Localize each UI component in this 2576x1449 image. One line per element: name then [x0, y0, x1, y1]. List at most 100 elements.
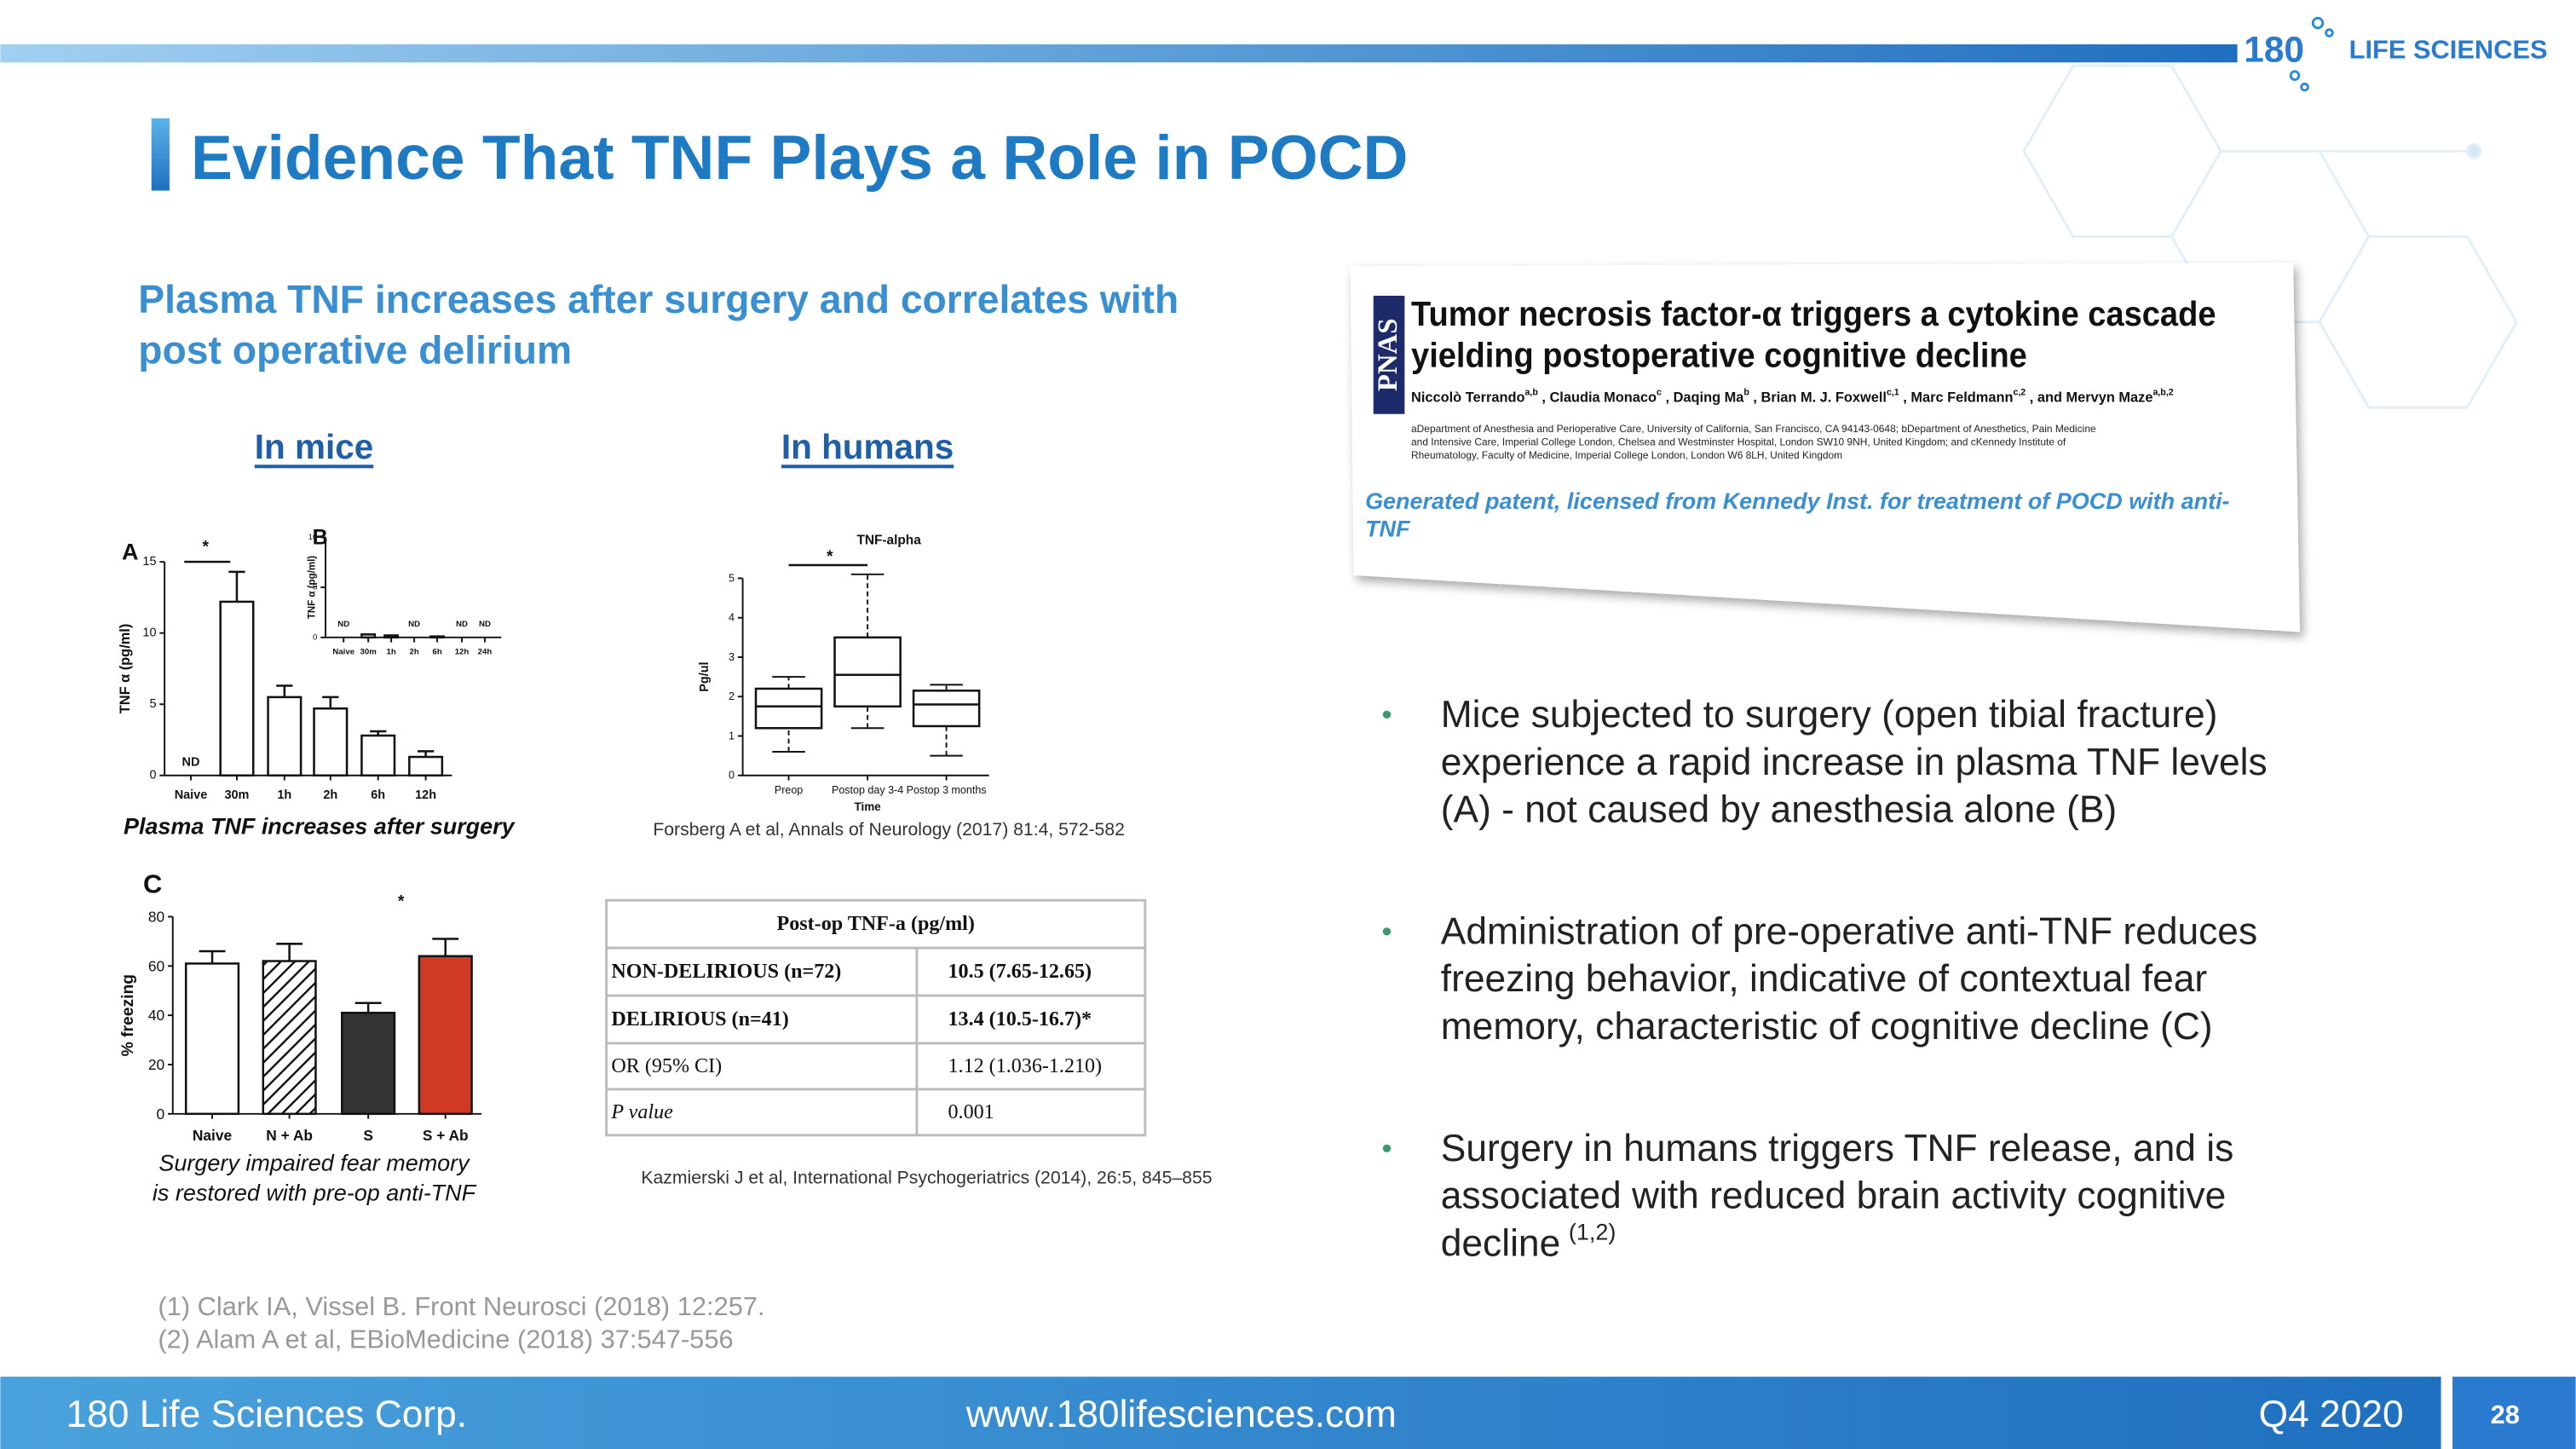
bar — [219, 600, 255, 777]
bar — [341, 1012, 396, 1116]
bullet-text: freezing behavior, indicative of context… — [1441, 958, 2208, 1000]
bullet-text: Administration of pre-operative anti-TNF… — [1441, 910, 2257, 952]
bullet-text: experience a rapid increase in plasma TN… — [1441, 742, 2268, 783]
bullet-text: decline — [1441, 1223, 1560, 1265]
y-axis-label: TNF α (pg/ml) — [308, 556, 318, 620]
slide-title: Evidence That TNF Plays a Role in POCD — [191, 123, 1408, 193]
caption: Plasma TNF increases after surgery — [124, 814, 516, 840]
bullet-dot: • — [1381, 915, 1392, 948]
y-tick-label: 2 — [729, 690, 735, 702]
table-header: Post-op TNF-a (pg/ml) — [777, 913, 975, 935]
author-name: , and Mervyn Maze — [2030, 390, 2153, 405]
paper-title: yielding postoperative cognitive decline — [1411, 335, 2027, 374]
bar — [267, 696, 303, 777]
x-tick-label: 1h — [277, 788, 291, 802]
table-cell: P value — [610, 1101, 673, 1123]
x-tick-label: Naive — [175, 788, 208, 802]
bar — [184, 962, 240, 1116]
x-tick-label: 2h — [323, 788, 337, 802]
y-tick-label: 5 — [729, 572, 735, 584]
y-tick-label: 15 — [142, 555, 156, 569]
x-tick-label: 6h — [371, 788, 385, 802]
subtitle: post operative delirium — [138, 328, 572, 372]
panel-letter: A — [122, 540, 138, 565]
footer-bar — [0, 1377, 2441, 1449]
x-tick-label: 6h — [432, 648, 441, 657]
table-cell: OR (95% CI) — [611, 1055, 722, 1077]
box — [833, 636, 902, 708]
bullet-dot: • — [1381, 698, 1392, 730]
value-label: ND — [337, 620, 349, 629]
x-tick-label: 30m — [224, 788, 249, 802]
bullet-dot: • — [1381, 1132, 1392, 1164]
footer-url: www.180lifesciences.com — [965, 1394, 1397, 1435]
citation: Forsberg A et al, Annals of Neurology (2… — [653, 820, 1125, 840]
y-axis-label: TNF α (pg/ml) — [118, 624, 133, 714]
section-label: In humans — [781, 427, 954, 466]
bullet-superscript: (1,2) — [1569, 1220, 1616, 1245]
top-bar — [0, 44, 2238, 63]
x-tick-label: Postop day 3-4 — [832, 784, 903, 796]
bullet-text: (A) - not caused by anesthesia alone (B) — [1441, 789, 2117, 831]
caption: is restored with pre-op anti-TNF — [153, 1180, 477, 1205]
author-sup: c,1 — [1887, 388, 1899, 398]
table-cell: 10.5 (7.65-12.65) — [948, 961, 1092, 983]
significance: * — [203, 538, 210, 556]
bar — [418, 955, 473, 1116]
y-tick-label: 5 — [313, 583, 317, 592]
x-tick-label: 30m — [360, 648, 377, 657]
paper-clipping — [1350, 263, 2300, 632]
x-tick-label: Postop 3 months — [907, 784, 987, 796]
x-tick-label: 24h — [478, 648, 493, 657]
x-tick-label: 12h — [415, 788, 436, 802]
x-tick-label: 2h — [409, 648, 418, 657]
value-label: ND — [182, 755, 200, 769]
x-tick-label: S + Ab — [423, 1127, 469, 1144]
y-axis-label: % freezing — [119, 974, 137, 1056]
x-tick-label: Preop — [775, 784, 803, 796]
x-tick-label: 1h — [387, 648, 396, 657]
author-sup: a,b — [1525, 388, 1539, 398]
paper-note: TNF — [1365, 517, 1411, 542]
y-axis-label: Pg/ul — [698, 661, 712, 691]
y-tick-label: 10 — [142, 626, 156, 640]
box — [912, 690, 981, 728]
y-tick-label: 5 — [149, 697, 156, 711]
x-tick-label: 12h — [455, 648, 470, 657]
bar — [408, 755, 444, 777]
paper-affiliation: aDepartment of Anesthesia and Perioperat… — [1411, 423, 2096, 435]
page-box — [2452, 1377, 2576, 1449]
y-tick-label: 0 — [313, 632, 317, 642]
y-tick-label: 1 — [729, 730, 735, 742]
bullet-text: Mice subjected to surgery (open tibial f… — [1441, 694, 2218, 736]
table-cell: 13.4 (10.5-16.7)* — [948, 1008, 1092, 1030]
logo-text: LIFE SCIENCES — [2349, 34, 2548, 64]
footer-date: Q4 2020 — [2259, 1394, 2404, 1435]
citation: Kazmierski J et al, International Psycho… — [641, 1168, 1212, 1187]
bullet-text: memory, characteristic of cognitive decl… — [1441, 1006, 2213, 1048]
table-cell: NON-DELIRIOUS (n=72) — [611, 961, 841, 983]
author-sup: b — [1743, 388, 1749, 398]
x-axis-label: Time — [854, 800, 881, 813]
y-tick-label: 3 — [729, 651, 735, 663]
decoration — [2022, 64, 2518, 409]
author-gap — [2174, 390, 2178, 405]
author-name: , Claudia Monaco — [1542, 390, 1657, 405]
significance: * — [398, 893, 405, 911]
title-accent — [151, 118, 170, 191]
table-frame — [605, 898, 1147, 1137]
value-label: ND — [479, 620, 491, 629]
table-cell: 1.12 (1.036-1.210) — [948, 1055, 1103, 1077]
bar — [429, 635, 446, 639]
bar — [262, 960, 317, 1116]
panel-letter: B — [313, 525, 328, 549]
bar — [360, 734, 396, 777]
reference: (1) Clark IA, Vissel B. Front Neurosci (… — [158, 1291, 764, 1321]
significance: * — [827, 548, 833, 566]
chart-title: TNF-alpha — [856, 534, 921, 548]
y-tick-label: 60 — [148, 957, 164, 974]
y-tick-label: 4 — [729, 612, 735, 624]
author-name: Niccolò Terrando — [1411, 390, 1524, 405]
